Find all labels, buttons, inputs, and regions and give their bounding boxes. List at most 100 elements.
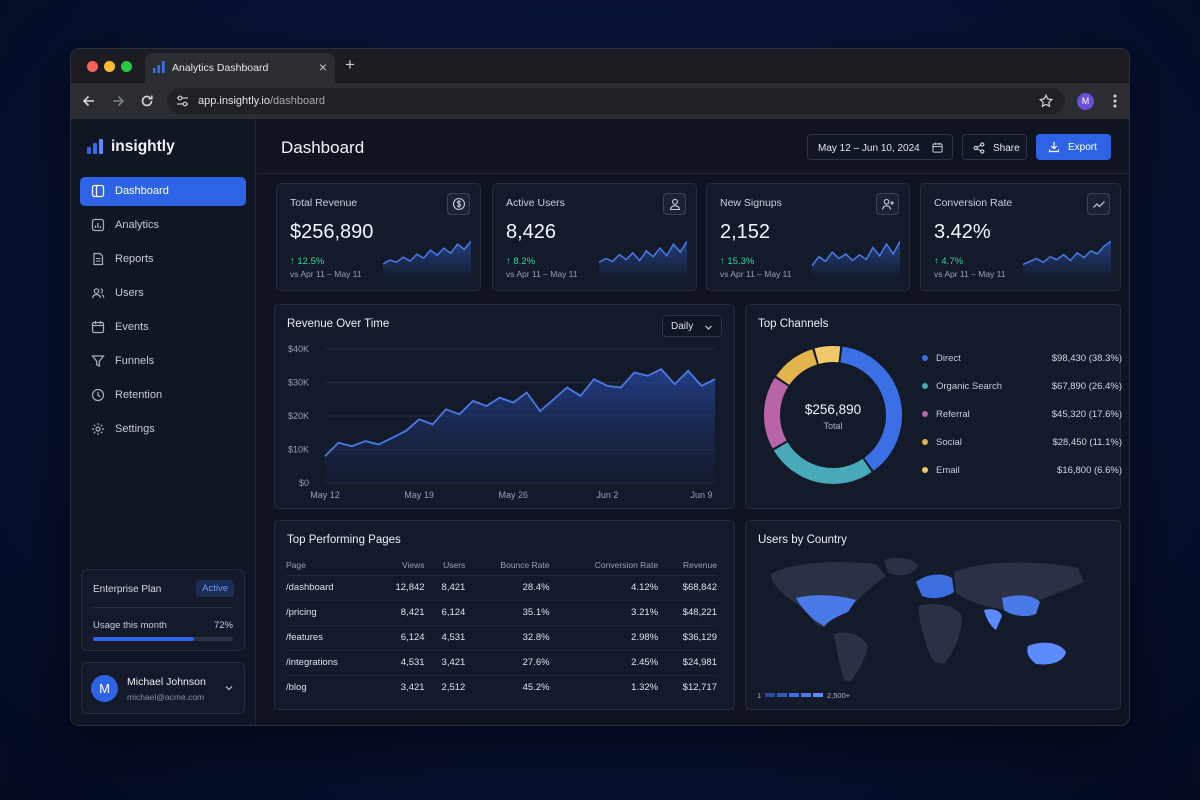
table-cell: 8,421	[424, 575, 466, 601]
column-header[interactable]: Bounce Rate	[465, 556, 550, 576]
legend-item: Email $16,800 (6.6%)	[922, 463, 1122, 477]
user-plus-icon	[876, 193, 899, 215]
trend-icon	[1087, 193, 1110, 215]
table-row[interactable]: /dashboard 12,842 8,421 28.4% 4.12% $68,842	[286, 575, 717, 601]
granularity-value: Daily	[671, 321, 694, 332]
gear-icon	[92, 423, 104, 435]
page-title: Dashboard	[281, 138, 365, 157]
kpi-sparkline	[812, 240, 900, 280]
browser-toolbar: app.insightly.io/dashboard M	[71, 83, 1129, 119]
user-avatar: M	[91, 675, 118, 702]
table-cell: 12,842	[374, 575, 425, 601]
donut-slice-social	[776, 349, 818, 386]
sidebar-item-retention[interactable]: Retention	[80, 381, 246, 410]
sidebar-item-analytics[interactable]: Analytics	[80, 211, 246, 240]
reload-icon[interactable]	[139, 93, 155, 109]
close-window-button[interactable]	[87, 61, 98, 72]
user-menu[interactable]: M Michael Johnson michael@acme.com	[81, 662, 245, 714]
table-cell: 2.98%	[549, 625, 659, 651]
donut-slice-direct	[840, 346, 902, 471]
browser-tab[interactable]: Analytics Dashboard ×	[145, 53, 335, 83]
sidebar-item-dashboard[interactable]: Dashboard	[80, 177, 246, 206]
column-header[interactable]: Views	[374, 556, 425, 576]
table-row[interactable]: /integrations 4,531 3,421 27.6% 2.45% $24,981	[286, 650, 717, 676]
y-tick-label: $30K	[288, 378, 309, 388]
reports-icon	[93, 252, 104, 266]
sidebar-item-label: Dashboard	[115, 185, 169, 197]
sparkline-area	[812, 241, 900, 280]
pages-table: Page Views Users Bounce Rate Conversion Rate…	[286, 556, 717, 700]
legend-dot	[922, 383, 928, 389]
new-tab-button[interactable]: +	[345, 55, 355, 74]
sidebar-item-reports[interactable]: Reports	[80, 245, 246, 274]
map-india	[984, 609, 1002, 630]
back-icon[interactable]	[81, 93, 97, 109]
sidebar-item-users[interactable]: Users	[80, 279, 246, 308]
bookmark-star-icon[interactable]	[1039, 94, 1053, 108]
world-map	[771, 558, 1084, 682]
granularity-dropdown[interactable]: Daily	[662, 315, 722, 337]
share-icon	[973, 142, 985, 154]
table-cell: $36,129	[658, 625, 717, 651]
bar-chart-icon	[153, 61, 165, 73]
sidebar-item-events[interactable]: Events	[80, 313, 246, 342]
date-range-label: May 12 – Jun 10, 2024	[818, 143, 920, 154]
kpi-label: Active Users	[506, 197, 565, 209]
column-header[interactable]: Revenue	[658, 556, 717, 576]
column-header[interactable]: Users	[424, 556, 466, 576]
address-bar[interactable]: app.insightly.io/dashboard	[167, 88, 1065, 114]
legend-value: $45,320 (17.6%)	[1051, 409, 1122, 420]
table-cell: 32.8%	[465, 625, 550, 651]
minimize-window-button[interactable]	[104, 61, 115, 72]
kpi-card-new-signups: New Signups 2,152 ↑ 15.3% vs Apr 11 – Ma…	[706, 183, 910, 291]
browser-menu-icon[interactable]	[1107, 92, 1123, 110]
export-button[interactable]: Export	[1036, 134, 1111, 160]
close-tab-icon[interactable]: ×	[318, 59, 327, 75]
legend-label: Organic Search	[936, 381, 1003, 392]
usage-progress-bar	[93, 637, 233, 641]
profile-avatar[interactable]: M	[1077, 93, 1094, 110]
y-tick-label: $20K	[288, 411, 309, 421]
site-settings-icon[interactable]	[176, 95, 189, 107]
table-row[interactable]: /pricing 8,421 6,124 35.1% 3.21% $48,221	[286, 600, 717, 626]
table-cell: 35.1%	[465, 600, 550, 626]
kpi-card-total-revenue: Total Revenue $256,890 ↑ 12.5% vs Apr 11…	[276, 183, 481, 291]
forward-icon[interactable]	[110, 93, 126, 109]
sidebar-item-settings[interactable]: Settings	[80, 415, 246, 444]
divider	[93, 607, 233, 608]
kpi-label: Total Revenue	[290, 197, 358, 209]
sidebar-item-label: Users	[115, 287, 144, 299]
x-tick-label: May 19	[404, 490, 434, 500]
table-cell: 27.6%	[465, 650, 550, 676]
table-cell: $24,981	[658, 650, 717, 676]
legend-item: Social $28,450 (11.1%)	[922, 435, 1122, 449]
map-russia-asia	[954, 562, 1084, 610]
sidebar-item-label: Retention	[115, 389, 163, 401]
sidebar-item-label: Settings	[115, 423, 155, 435]
table-cell: 3,421	[400, 682, 425, 694]
user-email: michael@acme.com	[127, 692, 205, 702]
date-range-picker[interactable]: May 12 – Jun 10, 2024	[807, 134, 953, 160]
column-header[interactable]: Conversion Rate	[549, 556, 659, 576]
chevron-down-icon	[705, 325, 712, 330]
legend-dot	[922, 355, 928, 361]
table-row[interactable]: /features 6,124 4,531 32.8% 2.98% $36,129	[286, 625, 717, 651]
clock-icon	[91, 388, 105, 402]
sparkline-area	[383, 241, 471, 280]
sparkline-line	[599, 240, 687, 264]
table-row[interactable]: /blog 3,421 2,512 45.2% 1.32% $12,717	[286, 675, 717, 700]
maximize-window-button[interactable]	[121, 61, 132, 72]
legend-max: 2,500+	[827, 691, 851, 700]
kpi-card-active-users: Active Users 8,426 ↑ 8.2% vs Apr 11 – Ma…	[492, 183, 697, 291]
table-cell: 8,421	[374, 600, 425, 626]
share-button[interactable]: Share	[962, 134, 1027, 160]
legend-min: 1	[757, 691, 762, 700]
kpi-delta: ↑ 8.2%	[506, 256, 536, 267]
calendar-icon	[91, 321, 105, 334]
column-header[interactable]: Page	[286, 556, 375, 576]
table-cell: 6,124	[424, 600, 466, 626]
table-cell: /integrations	[286, 650, 375, 676]
sidebar-item-funnels[interactable]: Funnels	[80, 347, 246, 376]
plan-status-badge: Active	[196, 580, 234, 597]
plan-name: Enterprise Plan	[93, 584, 162, 595]
